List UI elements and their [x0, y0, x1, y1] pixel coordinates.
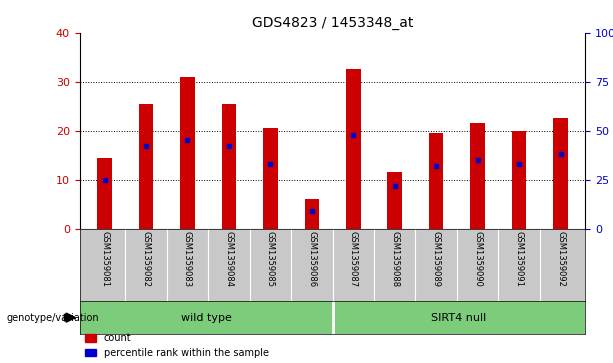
Bar: [387, 172, 402, 229]
Text: GSM1359089: GSM1359089: [432, 231, 441, 287]
Bar: [346, 69, 360, 229]
Text: GSM1359090: GSM1359090: [473, 231, 482, 287]
Text: GSM1359085: GSM1359085: [266, 231, 275, 287]
Text: GSM1359082: GSM1359082: [142, 231, 151, 287]
Bar: [512, 131, 527, 229]
Bar: [470, 123, 485, 229]
Text: GSM1359084: GSM1359084: [224, 231, 234, 287]
Bar: [180, 77, 195, 229]
Bar: [554, 118, 568, 229]
Legend: count, percentile rank within the sample: count, percentile rank within the sample: [85, 333, 269, 358]
Bar: [305, 199, 319, 229]
Bar: [222, 104, 236, 229]
Text: GSM1359087: GSM1359087: [349, 231, 358, 287]
Text: GSM1359092: GSM1359092: [556, 231, 565, 287]
Bar: [429, 133, 443, 229]
Text: genotype/variation: genotype/variation: [6, 313, 99, 323]
Text: wild type: wild type: [181, 313, 232, 323]
Text: GSM1359083: GSM1359083: [183, 231, 192, 287]
Text: GSM1359086: GSM1359086: [307, 231, 316, 287]
Title: GDS4823 / 1453348_at: GDS4823 / 1453348_at: [252, 16, 413, 30]
Text: GSM1359091: GSM1359091: [514, 231, 524, 287]
Bar: [263, 128, 278, 229]
Bar: [139, 104, 153, 229]
Bar: [97, 158, 112, 229]
Text: GSM1359081: GSM1359081: [100, 231, 109, 287]
Text: SIRT4 null: SIRT4 null: [432, 313, 487, 323]
Text: GSM1359088: GSM1359088: [390, 231, 399, 287]
